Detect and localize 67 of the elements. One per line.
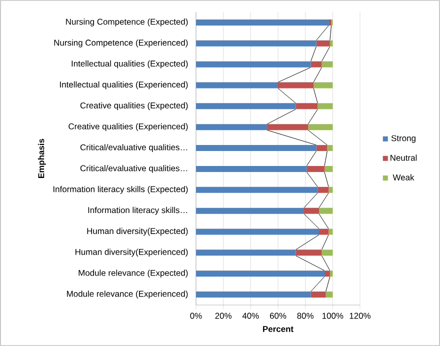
bar bbox=[328, 186, 333, 193]
bar bbox=[196, 145, 316, 152]
bar bbox=[314, 82, 333, 88]
y-axis-title: Emphasis bbox=[38, 138, 46, 178]
bar bbox=[310, 61, 322, 68]
bar bbox=[318, 103, 333, 110]
bar bbox=[196, 270, 324, 277]
x-tick-label: 40% bbox=[242, 312, 259, 319]
y-tick-label: Intellectual qualities (Expected) bbox=[72, 60, 188, 68]
bar bbox=[267, 124, 308, 130]
bar bbox=[196, 208, 304, 214]
bar bbox=[304, 208, 320, 214]
bar bbox=[196, 250, 296, 256]
bar bbox=[319, 228, 329, 235]
y-tick-label: Nursing Competence (Experienced) bbox=[54, 39, 188, 48]
bar bbox=[319, 208, 333, 214]
y-tick-label: Information literacy skills (Expected) bbox=[53, 186, 188, 194]
bar bbox=[327, 145, 333, 152]
bar bbox=[196, 186, 318, 193]
bar bbox=[318, 186, 329, 193]
bar bbox=[328, 228, 333, 235]
y-tick-label: Human diversity(Experienced) bbox=[75, 248, 188, 257]
bar bbox=[196, 82, 278, 88]
bar bbox=[328, 19, 332, 26]
bar bbox=[296, 103, 318, 110]
legend-label: Strong bbox=[391, 135, 416, 143]
bar bbox=[278, 82, 314, 88]
x-tick-label: 120% bbox=[350, 312, 371, 319]
y-tick-label: Nursing Competence (Expected) bbox=[66, 18, 188, 26]
x-tick-label: 20% bbox=[215, 312, 232, 319]
bar bbox=[196, 228, 320, 235]
bar bbox=[196, 19, 329, 26]
bar bbox=[322, 250, 333, 256]
y-tick-label: Module relevance (Expected) bbox=[78, 270, 188, 278]
bar bbox=[324, 270, 330, 277]
x-tick-label: 0% bbox=[190, 312, 202, 319]
y-tick-label: Critical/evaluative qualities… bbox=[80, 165, 188, 173]
bar bbox=[196, 292, 311, 298]
bar bbox=[196, 103, 296, 110]
bar bbox=[324, 166, 333, 172]
bar bbox=[322, 61, 333, 68]
legend-label: Weak bbox=[392, 174, 414, 180]
legend-label: Neutral bbox=[390, 154, 417, 161]
bar bbox=[196, 61, 311, 68]
x-axis-title: Percent bbox=[263, 326, 294, 332]
y-tick-label: Intellectual qualities (Experienced) bbox=[60, 81, 188, 90]
y-tick-label: Human diversity(Expected) bbox=[87, 228, 188, 236]
y-tick-label: Creative qualities (Experienced) bbox=[68, 123, 188, 132]
x-tick-label: 60% bbox=[270, 312, 286, 319]
bar bbox=[296, 250, 322, 256]
y-tick-label: Module relevance (Experienced) bbox=[67, 290, 188, 298]
bar bbox=[196, 166, 307, 172]
x-tick-label: 100% bbox=[322, 312, 344, 319]
x-tick-label: 80% bbox=[297, 312, 314, 319]
bar bbox=[310, 292, 326, 298]
bar bbox=[308, 124, 333, 130]
bar bbox=[316, 145, 328, 152]
bar bbox=[306, 166, 324, 172]
bar bbox=[326, 292, 333, 298]
bar bbox=[330, 270, 333, 277]
bar bbox=[330, 40, 333, 46]
y-tick-label: Information literacy skills… bbox=[88, 206, 188, 215]
y-tick-label: Critical/evaluative qualities… bbox=[80, 144, 188, 152]
bar bbox=[196, 124, 268, 130]
bar bbox=[196, 40, 316, 46]
y-tick-label: Creative qualities (Expected) bbox=[80, 102, 188, 110]
bar bbox=[316, 40, 330, 46]
